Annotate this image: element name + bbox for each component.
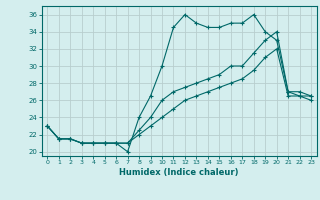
X-axis label: Humidex (Indice chaleur): Humidex (Indice chaleur) xyxy=(119,168,239,177)
